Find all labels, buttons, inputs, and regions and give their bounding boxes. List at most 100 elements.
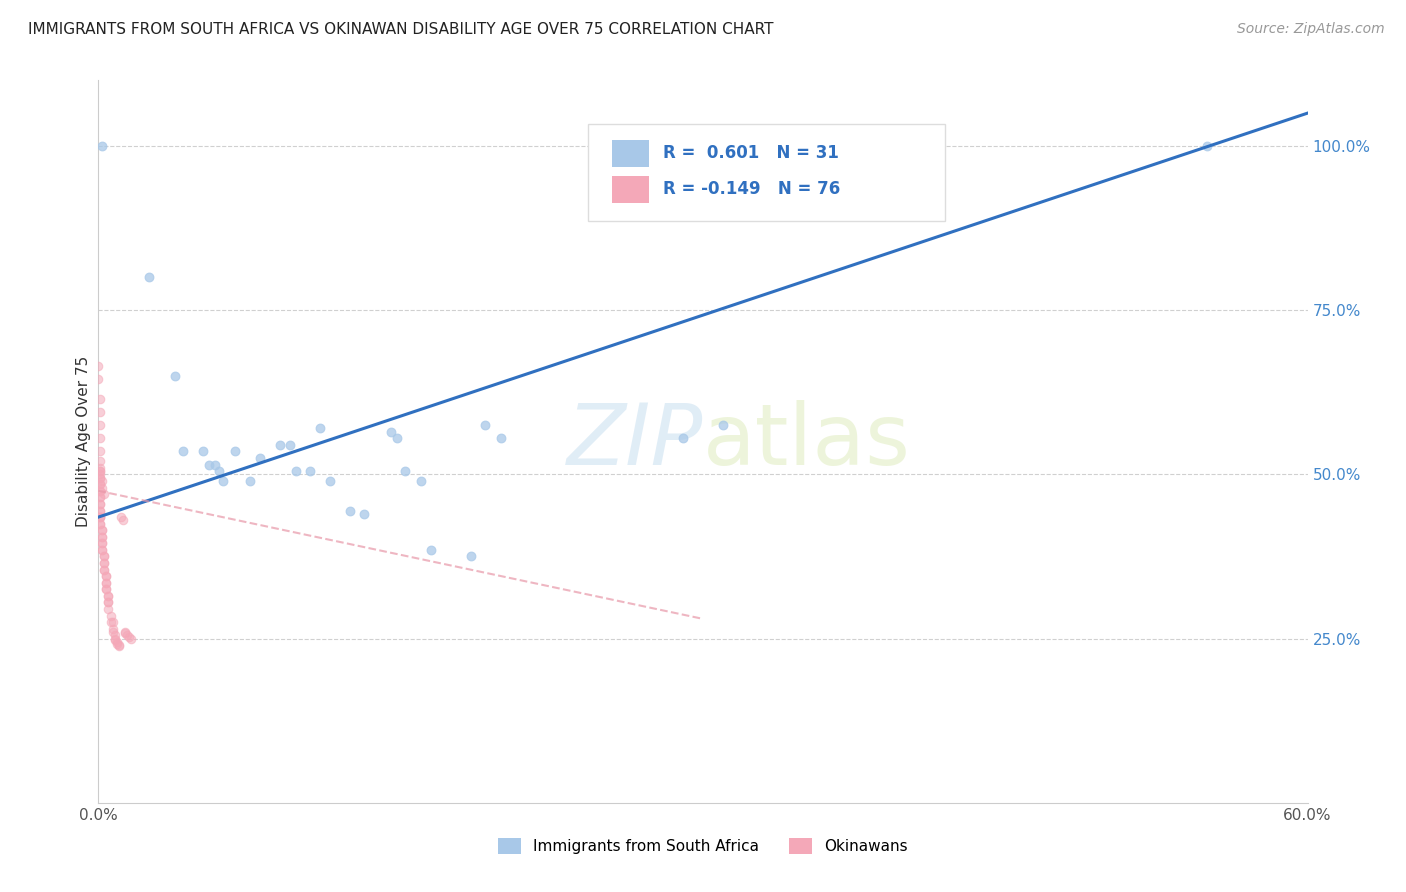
Text: R = -0.149   N = 76: R = -0.149 N = 76: [664, 180, 841, 198]
Point: [89, 467, 111, 482]
Point: [114, 625, 136, 640]
Text: ZIP: ZIP: [567, 400, 703, 483]
Point: [309, 421, 332, 435]
Point: [96, 582, 118, 597]
Point: [138, 270, 160, 285]
Point: [93, 549, 115, 564]
Point: [107, 640, 129, 654]
Point: [114, 626, 136, 640]
Text: IMMIGRANTS FROM SOUTH AFRICA VS OKINAWAN DISABILITY AGE OVER 75 CORRELATION CHAR: IMMIGRANTS FROM SOUTH AFRICA VS OKINAWAN…: [28, 22, 773, 37]
Point: [89, 510, 111, 524]
Point: [1195, 139, 1218, 153]
Point: [89, 431, 111, 445]
Point: [120, 632, 142, 646]
Point: [89, 516, 111, 531]
Point: [115, 628, 138, 642]
Point: [93, 549, 115, 564]
Point: [89, 405, 111, 419]
Point: [89, 471, 111, 485]
Point: [87, 359, 110, 373]
Point: [89, 464, 111, 478]
Point: [380, 425, 402, 439]
Point: [339, 503, 361, 517]
Legend: Immigrants from South Africa, Okinawans: Immigrants from South Africa, Okinawans: [492, 832, 914, 860]
Point: [93, 556, 115, 570]
Point: [353, 507, 375, 521]
Point: [89, 491, 111, 505]
Point: [212, 474, 235, 488]
Point: [394, 464, 416, 478]
Point: [91, 481, 114, 495]
Point: [89, 477, 111, 491]
Point: [172, 444, 194, 458]
Text: R =  0.601   N = 31: R = 0.601 N = 31: [664, 145, 839, 162]
Point: [89, 392, 111, 406]
Point: [105, 637, 128, 651]
Point: [89, 471, 111, 485]
Point: [97, 589, 120, 603]
Point: [89, 497, 111, 511]
Point: [96, 569, 118, 583]
Y-axis label: Disability Age Over 75: Disability Age Over 75: [76, 356, 91, 527]
Point: [96, 575, 118, 590]
Point: [319, 474, 342, 488]
Point: [91, 523, 114, 537]
Point: [93, 563, 115, 577]
Point: [89, 497, 111, 511]
Point: [91, 536, 114, 550]
Point: [101, 615, 124, 630]
Point: [89, 510, 111, 524]
Point: [96, 582, 118, 597]
Point: [97, 589, 120, 603]
Point: [89, 477, 111, 491]
Point: [87, 372, 110, 386]
Point: [100, 608, 122, 623]
Point: [101, 622, 124, 636]
Point: [89, 454, 111, 468]
Point: [97, 595, 120, 609]
Point: [91, 530, 114, 544]
Point: [163, 368, 186, 383]
Point: [208, 464, 231, 478]
Point: [91, 474, 114, 488]
Point: [420, 542, 443, 557]
Point: [198, 458, 221, 472]
Point: [89, 503, 111, 517]
FancyBboxPatch shape: [613, 176, 648, 203]
Point: [672, 431, 695, 445]
Text: Source: ZipAtlas.com: Source: ZipAtlas.com: [1237, 22, 1385, 37]
Point: [409, 474, 432, 488]
Text: atlas: atlas: [703, 400, 911, 483]
FancyBboxPatch shape: [588, 124, 945, 221]
Point: [93, 563, 115, 577]
FancyBboxPatch shape: [613, 139, 648, 167]
Point: [711, 418, 734, 433]
Point: [89, 444, 111, 458]
Point: [491, 431, 513, 445]
Point: [103, 632, 125, 647]
Point: [284, 464, 307, 478]
Point: [474, 418, 496, 433]
Point: [193, 444, 215, 458]
Point: [299, 464, 322, 478]
Point: [96, 575, 118, 590]
Point: [89, 460, 111, 475]
Point: [89, 516, 111, 531]
Point: [89, 483, 111, 498]
Point: [89, 491, 111, 505]
Point: [96, 569, 118, 583]
Point: [204, 458, 226, 472]
Point: [89, 464, 111, 478]
Point: [107, 638, 129, 652]
Point: [105, 635, 128, 649]
Point: [91, 530, 114, 544]
Point: [91, 139, 114, 153]
Point: [100, 615, 122, 630]
Point: [239, 474, 262, 488]
Point: [385, 431, 408, 445]
Point: [93, 556, 115, 570]
Point: [97, 595, 120, 609]
Point: [118, 630, 141, 644]
Point: [91, 542, 114, 557]
Point: [89, 418, 111, 433]
